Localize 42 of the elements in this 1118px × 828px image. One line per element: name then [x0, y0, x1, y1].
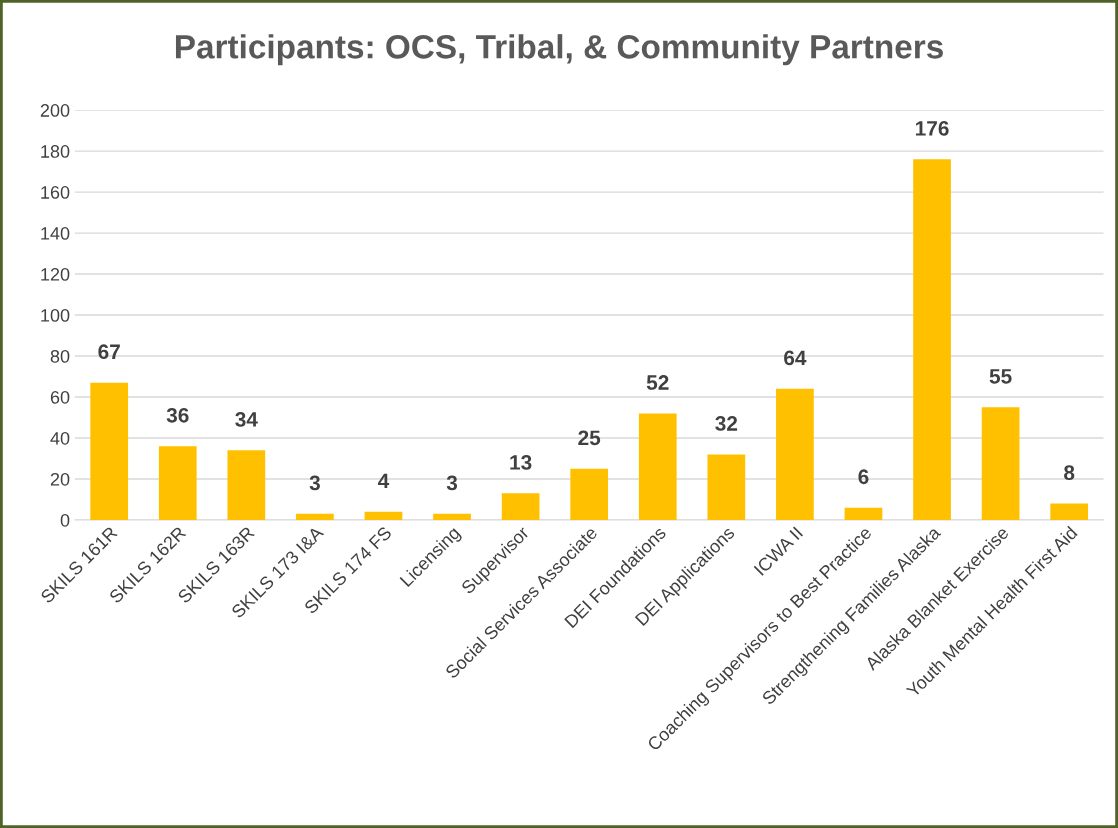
data-label: 64 [784, 350, 807, 366]
y-tick-label: 0 [60, 513, 70, 527]
data-label: 176 [915, 120, 949, 136]
bar [158, 446, 197, 520]
data-label: 13 [510, 455, 532, 470]
bar [296, 513, 334, 520]
data-label: 6 [858, 469, 869, 485]
y-tick-label: 40 [50, 431, 70, 445]
data-label: 4 [378, 473, 390, 489]
chart-title: Participants: OCS, Tribal, & Community Partners [175, 34, 943, 66]
data-label: 34 [235, 411, 258, 427]
bar [638, 413, 677, 520]
bar [776, 388, 814, 520]
bar [570, 468, 609, 520]
bar [981, 407, 1020, 520]
y-tick-label: 60 [50, 390, 70, 404]
data-label: 36 [166, 407, 189, 423]
data-label: 32 [715, 416, 738, 431]
bar [913, 159, 951, 520]
y-tick-label: 120 [41, 268, 70, 281]
bar [90, 382, 129, 520]
data-label: 3 [446, 475, 458, 491]
data-label: 25 [578, 430, 601, 446]
bar [707, 454, 746, 520]
y-tick-label: 80 [50, 349, 70, 363]
bar [433, 513, 471, 520]
y-tick-label: 160 [41, 186, 70, 199]
bar [227, 450, 266, 520]
bar [844, 507, 883, 520]
y-tick-label: 200 [40, 104, 70, 117]
data-label: 8 [1064, 465, 1075, 481]
data-label: 52 [646, 375, 669, 390]
data-label: 67 [98, 344, 120, 360]
y-tick-label: 180 [41, 145, 70, 158]
y-tick-label: 100 [41, 308, 70, 322]
data-label: 55 [989, 369, 1012, 384]
bar [1050, 503, 1089, 520]
y-tick-label: 20 [50, 472, 70, 486]
data-label: 3 [309, 475, 320, 491]
y-tick-label: 140 [41, 227, 70, 240]
bar [364, 511, 403, 520]
bar [501, 493, 540, 520]
